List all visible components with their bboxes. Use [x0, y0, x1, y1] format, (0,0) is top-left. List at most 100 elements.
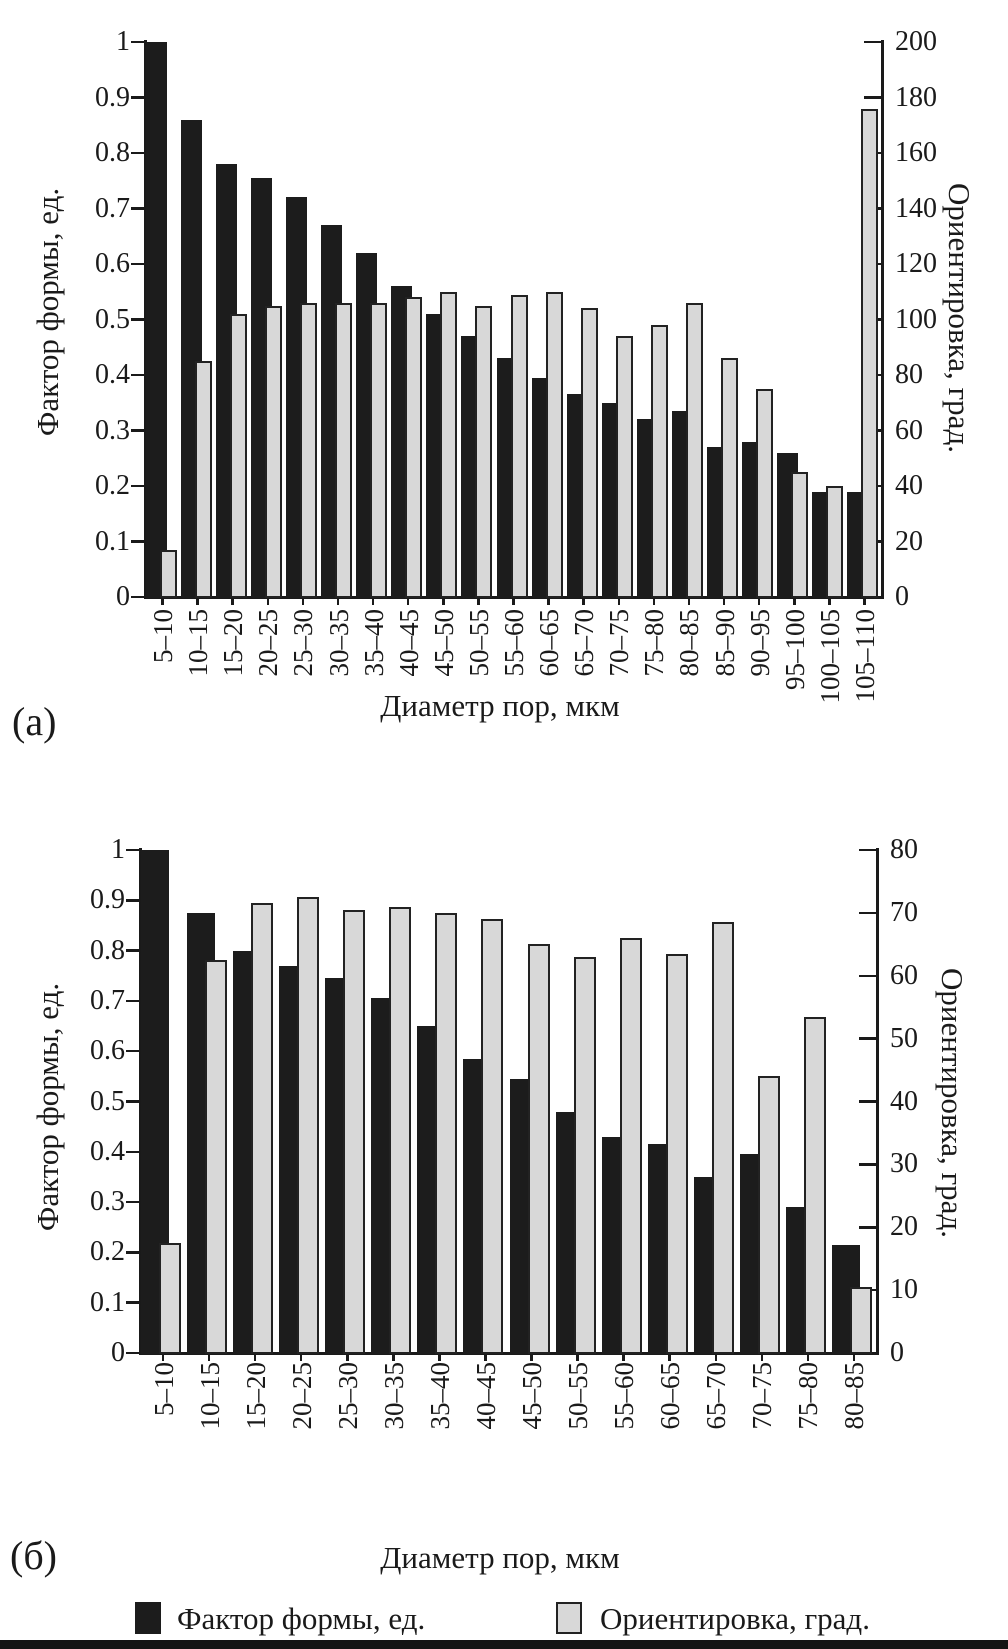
y-axis-left-b [138, 848, 142, 1355]
x-tick-a [161, 597, 164, 605]
y-tick-left-b [126, 1100, 140, 1103]
y-tick-right-b [859, 911, 877, 915]
bar-orientation [756, 388, 774, 598]
y-tick-left-a [131, 262, 145, 266]
y-tick-label-right-a: 160 [895, 137, 937, 168]
x-tick-label-a: 35–40 [358, 609, 389, 677]
y-tick-right-b [859, 1037, 877, 1040]
x-tick-label-b: 20–25 [286, 1362, 317, 1430]
y-tick-label-left-b: 0 [111, 1337, 125, 1368]
bar-orientation [405, 297, 423, 598]
y-tick-label-left-b: 0.2 [90, 1236, 125, 1268]
x-tick-b [576, 1353, 579, 1361]
x-tick-a [512, 597, 515, 605]
bar-orientation [650, 325, 668, 598]
y-axis-right-a [880, 40, 884, 599]
x-tick-label-b: 70–75 [747, 1362, 778, 1430]
x-tick-label-b: 15–20 [240, 1362, 271, 1430]
y-tick-label-right-b: 60 [890, 959, 918, 991]
bar-orientation [251, 903, 274, 1354]
y-tick-left-b [126, 1251, 140, 1254]
bar-orientation [159, 1242, 182, 1354]
bar-orientation [229, 313, 247, 598]
x-tick-a [336, 597, 340, 605]
x-tick-b [484, 1353, 487, 1361]
x-tick-label-a: 75–80 [639, 609, 670, 677]
x-tick-label-a: 90–95 [744, 609, 775, 677]
x-tick-label-a: 65–70 [569, 609, 600, 677]
bar-orientation [435, 912, 458, 1354]
y-tick-label-left-a: 0.4 [95, 359, 130, 390]
orientation-swatch-icon [556, 1602, 582, 1634]
page-edge-strip [0, 1640, 1008, 1649]
y-tick-label-left-b: 0.9 [90, 884, 125, 916]
x-tick-label-a: 25–30 [288, 609, 319, 677]
y-tick-label-right-a: 0 [895, 581, 909, 612]
legend-label-form-factor: Фактор формы, ед. [177, 1601, 426, 1636]
panel-label-a: (а) [12, 699, 57, 744]
y-tick-label-right-b: 40 [890, 1085, 918, 1117]
y-tick-left-b [126, 1351, 140, 1355]
y-tick-label-left-a: 0.3 [95, 414, 130, 446]
bar-orientation [527, 944, 550, 1354]
bar-orientation [299, 302, 317, 598]
y-tick-label-left-a: 1 [116, 26, 130, 57]
y-tick-label-right-b: 50 [890, 1022, 918, 1054]
x-tick-a [863, 597, 866, 605]
y-tick-left-a [131, 151, 145, 155]
x-tick-label-b: 10–15 [194, 1362, 225, 1430]
x-axis-title-a: Диаметр пор, мкм [380, 688, 620, 723]
y-tick-label-left-b: 0.1 [90, 1286, 125, 1318]
x-tick-label-a: 95–100 [779, 609, 810, 690]
x-tick-label-a: 30–35 [323, 609, 354, 677]
y-tick-label-left-b: 0.4 [90, 1135, 125, 1167]
bar-orientation [791, 472, 809, 598]
x-tick-label-a: 80–85 [674, 609, 705, 677]
x-tick-label-a: 15–20 [218, 609, 249, 677]
y-tick-left-a [131, 540, 145, 543]
x-tick-label-a: 70–75 [604, 609, 635, 677]
y-axis-left-a [143, 40, 147, 599]
y-tick-label-left-a: 0.7 [95, 192, 130, 224]
x-tick-b [207, 1353, 211, 1361]
y-tick-right-a [864, 96, 882, 99]
x-tick-label-b: 50–55 [563, 1362, 594, 1430]
bar-orientation [665, 953, 688, 1354]
y-tick-label-right-b: 0 [890, 1337, 904, 1368]
y-tick-label-right-a: 120 [895, 248, 937, 279]
x-tick-b [806, 1353, 810, 1361]
y-tick-left-b [126, 848, 140, 852]
y-tick-label-right-a: 140 [895, 192, 937, 224]
x-tick-a [547, 597, 550, 605]
bar-orientation [803, 1016, 826, 1354]
x-tick-label-b: 25–30 [332, 1362, 363, 1430]
x-tick-label-a: 10–15 [183, 609, 214, 677]
x-tick-a [582, 597, 585, 605]
x-tick-a [617, 597, 621, 605]
x-tick-label-b: 60–65 [655, 1362, 686, 1430]
y-tick-label-left-b: 0.3 [90, 1186, 125, 1218]
y-tick-right-a [864, 40, 882, 44]
y-tick-label-left-b: 0.7 [90, 984, 125, 1016]
y-tick-left-b [126, 1200, 140, 1204]
x-tick-label-a: 60–65 [534, 609, 565, 677]
bar-orientation [757, 1076, 780, 1354]
y-tick-label-right-b: 30 [890, 1148, 918, 1180]
y-tick-right-b [859, 974, 877, 977]
y-tick-left-a [131, 207, 145, 210]
y-tick-label-right-a: 200 [895, 26, 937, 57]
y-tick-left-b [126, 1150, 140, 1154]
x-tick-a [477, 597, 480, 605]
y-tick-label-left-b: 0.8 [90, 934, 125, 966]
x-tick-a [231, 597, 234, 605]
x-tick-b [299, 1353, 303, 1361]
bar-orientation [297, 897, 320, 1354]
bar-orientation [481, 919, 504, 1354]
y-tick-label-right-a: 80 [895, 359, 923, 390]
y-tick-label-right-b: 10 [890, 1274, 918, 1306]
y-tick-label-left-a: 0.1 [95, 525, 130, 557]
x-tick-label-b: 75–80 [793, 1362, 824, 1430]
legend: Фактор формы, ед. Ориентировка, град. [0, 1596, 1008, 1642]
x-tick-label-b: 55–60 [609, 1362, 640, 1430]
